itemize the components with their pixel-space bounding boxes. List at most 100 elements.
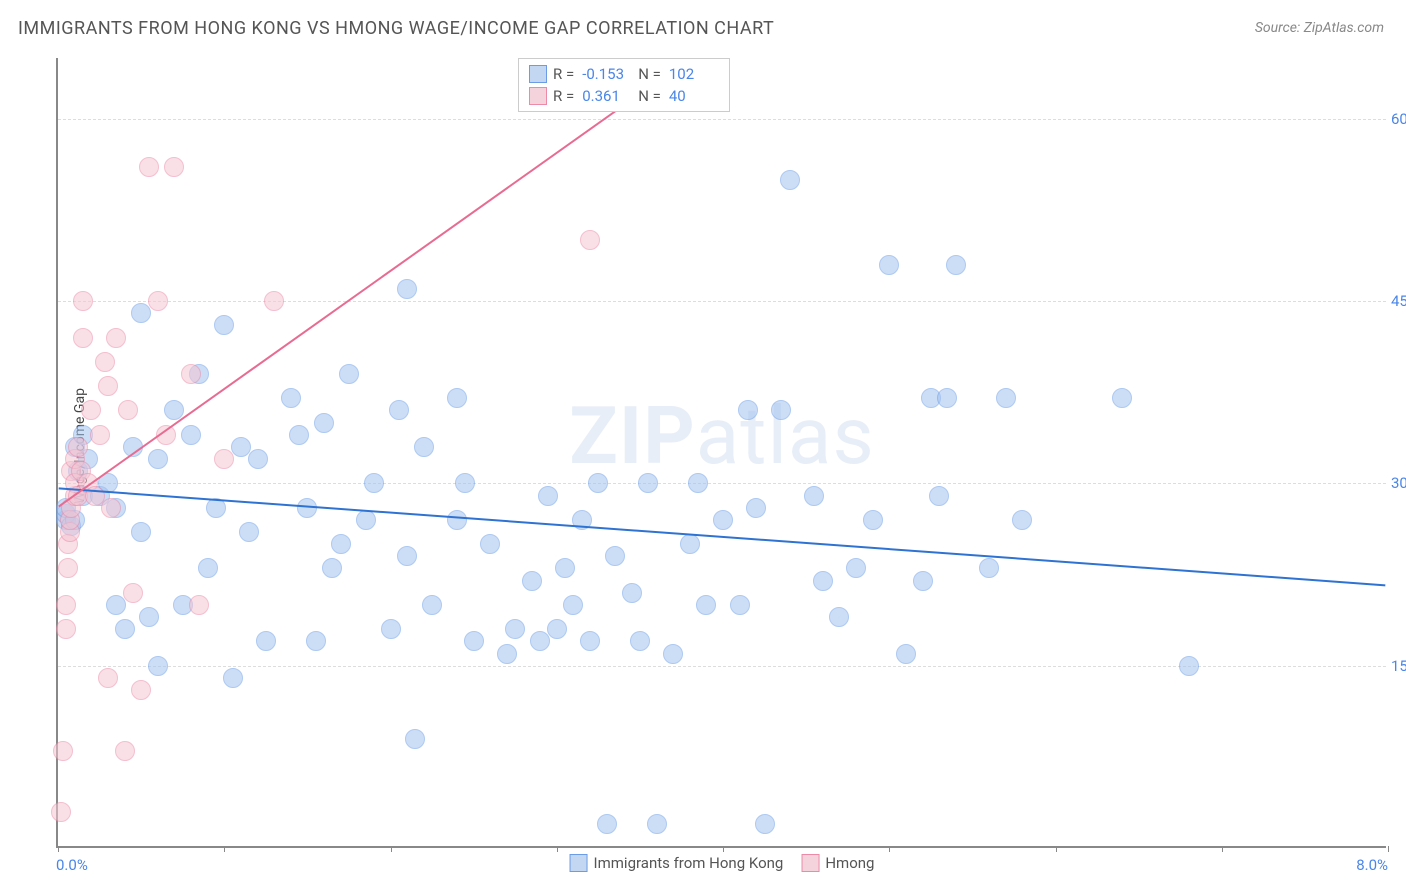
scatter-point — [422, 595, 442, 615]
chart-title: IMMIGRANTS FROM HONG KONG VS HMONG WAGE/… — [18, 18, 774, 39]
scatter-point — [256, 631, 276, 651]
scatter-point — [381, 619, 401, 639]
scatter-point — [946, 255, 966, 275]
scatter-point — [181, 425, 201, 445]
scatter-point — [106, 595, 126, 615]
r-value-1: -0.153 — [582, 63, 632, 85]
source-label: Source: ZipAtlas.com — [1255, 20, 1384, 36]
scatter-point — [73, 291, 93, 311]
y-tick-label: 30.0% — [1391, 474, 1406, 492]
r-label: R = — [553, 63, 574, 85]
scatter-point — [364, 473, 384, 493]
scatter-point — [688, 473, 708, 493]
scatter-point — [605, 546, 625, 566]
scatter-point — [214, 315, 234, 335]
scatter-point — [331, 534, 351, 554]
scatter-point — [846, 558, 866, 578]
x-tick — [557, 846, 558, 852]
scatter-point — [98, 668, 118, 688]
legend-item-2: Hmong — [801, 854, 874, 872]
scatter-point — [95, 352, 115, 372]
scatter-point — [139, 157, 159, 177]
scatter-point — [497, 644, 517, 664]
swatch-pink-icon — [801, 854, 819, 872]
scatter-point — [630, 631, 650, 651]
scatter-point — [572, 510, 592, 530]
scatter-point — [580, 631, 600, 651]
y-tick-label: 60.0% — [1391, 110, 1406, 128]
scatter-point — [322, 558, 342, 578]
scatter-point — [181, 364, 201, 384]
x-tick — [723, 846, 724, 852]
scatter-point — [547, 619, 567, 639]
watermark: ZIPatlas — [569, 389, 874, 483]
scatter-point — [297, 498, 317, 518]
scatter-point — [780, 170, 800, 190]
scatter-point — [148, 291, 168, 311]
x-tick — [391, 846, 392, 852]
scatter-point — [979, 558, 999, 578]
n-label-2: N = — [638, 85, 661, 107]
scatter-point — [863, 510, 883, 530]
x-max-label: 8.0% — [1356, 856, 1388, 874]
scatter-point — [746, 498, 766, 518]
scatter-point — [98, 376, 118, 396]
scatter-point — [189, 595, 209, 615]
scatter-point — [896, 644, 916, 664]
scatter-point — [106, 328, 126, 348]
scatter-point — [464, 631, 484, 651]
gridline — [58, 301, 1386, 302]
scatter-point — [522, 571, 542, 591]
scatter-point — [164, 400, 184, 420]
x-tick — [1388, 846, 1389, 852]
scatter-point — [164, 157, 184, 177]
scatter-point — [1012, 510, 1032, 530]
scatter-point — [156, 425, 176, 445]
scatter-point — [1112, 388, 1132, 408]
legend-label-1: Immigrants from Hong Kong — [594, 854, 784, 872]
x-tick — [58, 846, 59, 852]
scatter-point — [588, 473, 608, 493]
scatter-point — [730, 595, 750, 615]
legend-label-2: Hmong — [825, 854, 874, 872]
swatch-blue-icon — [529, 65, 547, 83]
watermark-bold: ZIP — [569, 389, 696, 483]
x-tick — [1222, 846, 1223, 852]
r-value-2: 0.361 — [582, 85, 632, 107]
scatter-point — [118, 400, 138, 420]
swatch-pink-icon — [529, 87, 547, 105]
scatter-point — [913, 571, 933, 591]
scatter-point — [314, 413, 334, 433]
gridline — [58, 119, 1386, 120]
scatter-point — [755, 814, 775, 834]
swatch-blue-icon — [570, 854, 588, 872]
x-tick — [1056, 846, 1057, 852]
scatter-point — [81, 400, 101, 420]
scatter-point — [663, 644, 683, 664]
scatter-point — [214, 449, 234, 469]
scatter-point — [538, 486, 558, 506]
scatter-point — [51, 802, 71, 822]
scatter-point — [281, 388, 301, 408]
scatter-point — [101, 498, 121, 518]
legend-row-1: R = -0.153 N = 102 — [529, 63, 719, 85]
scatter-point — [264, 291, 284, 311]
scatter-point — [56, 595, 76, 615]
scatter-point — [480, 534, 500, 554]
r-label-2: R = — [553, 85, 574, 107]
scatter-point — [56, 619, 76, 639]
scatter-point — [90, 425, 110, 445]
series-legend: Immigrants from Hong Kong Hmong — [562, 854, 883, 872]
scatter-point — [356, 510, 376, 530]
scatter-point — [879, 255, 899, 275]
n-label: N = — [638, 63, 661, 85]
scatter-point — [996, 388, 1016, 408]
scatter-point — [447, 388, 467, 408]
scatter-point — [115, 741, 135, 761]
gridline — [58, 483, 1386, 484]
y-tick-label: 15.0% — [1391, 657, 1406, 675]
scatter-point — [58, 558, 78, 578]
scatter-point — [447, 510, 467, 530]
plot-area: ZIPatlas 15.0%30.0%45.0%60.0% R = -0.153… — [56, 58, 1386, 848]
legend-item-1: Immigrants from Hong Kong — [570, 854, 784, 872]
